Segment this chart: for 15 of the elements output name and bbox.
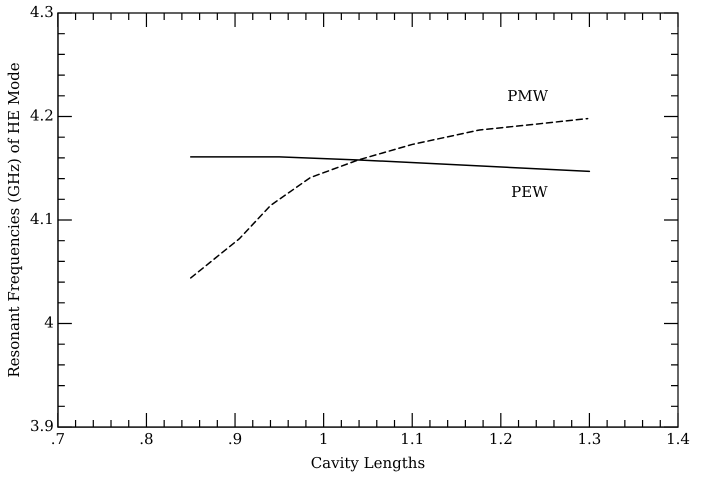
x-tick-label: .8 bbox=[139, 430, 154, 448]
y-axis-title: Resonant Frequencies (GHz) of HE Mode bbox=[4, 62, 23, 378]
series-label: PEW bbox=[511, 183, 548, 202]
x-tick-label: .9 bbox=[228, 430, 242, 448]
x-tick-label: 1.4 bbox=[666, 430, 690, 448]
x-tick-label: 1.3 bbox=[577, 430, 602, 448]
x-tick-label: 1.1 bbox=[400, 430, 424, 448]
y-tick-label: 4 bbox=[44, 313, 54, 332]
x-axis-title: Cavity Lengths bbox=[310, 454, 426, 472]
x-tick-label: 1.2 bbox=[488, 430, 513, 448]
y-tick-label: 4.3 bbox=[30, 2, 54, 21]
y-tick-label: 4.1 bbox=[30, 210, 54, 228]
y-tick-label: 4.2 bbox=[30, 106, 54, 124]
x-tick-label: 1 bbox=[318, 430, 328, 448]
series-label: PMW bbox=[507, 86, 548, 105]
